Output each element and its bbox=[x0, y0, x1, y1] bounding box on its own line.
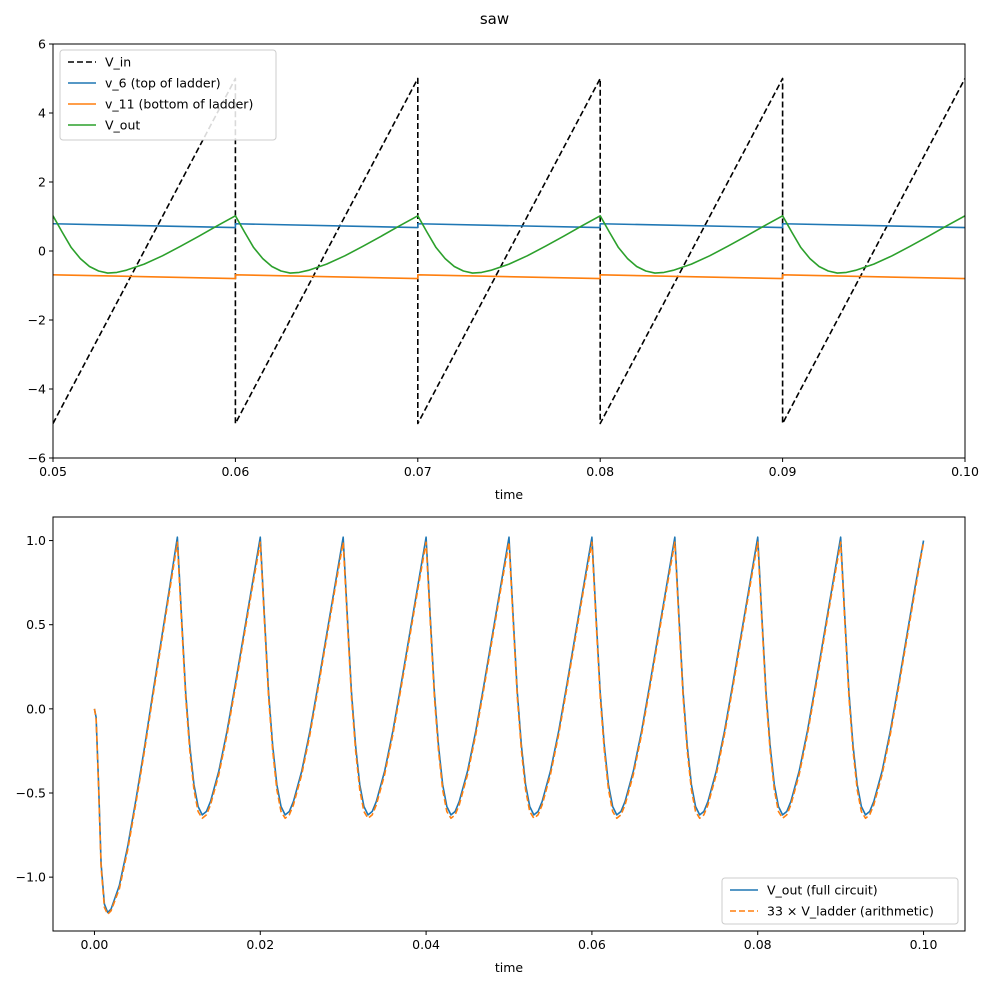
top-x-tick-label: 0.10 bbox=[951, 464, 979, 479]
bottom-legend: V_out (full circuit) 33 × V_ladder (arith… bbox=[721, 877, 959, 925]
top-y-tick-label: −6 bbox=[28, 451, 46, 466]
bottom-chart: 0.00 0.02 0.04 0.06 0.08 0.10 −1.0 −0.5 0.0 0.5 1.… bbox=[16, 516, 966, 975]
top-x-tick-label: 0.09 bbox=[769, 464, 797, 479]
top-x-tick-label: 0.06 bbox=[221, 464, 249, 479]
top-series-line-3 bbox=[53, 215, 965, 274]
top-legend-label-3: V_out bbox=[105, 118, 140, 133]
top-y-tick-label: 2 bbox=[38, 175, 46, 190]
top-y-tick-label: −4 bbox=[28, 382, 46, 397]
top-legend-label-1: v_6 (top of ladder) bbox=[105, 76, 221, 91]
bottom-y-tick-label: 0.5 bbox=[26, 617, 46, 632]
bottom-series-line-1 bbox=[93, 541, 925, 915]
top-y-tick-label: 0 bbox=[38, 244, 46, 259]
top-legend-label-0: V_in bbox=[105, 55, 131, 70]
bottom-x-tick-label: 0.08 bbox=[744, 937, 772, 952]
bottom-x-tick-label: 0.06 bbox=[578, 937, 606, 952]
bottom-y-tick-label: −1.0 bbox=[16, 870, 46, 885]
bottom-series-group bbox=[93, 536, 925, 915]
top-legend: V_in v_6 (top of ladder) v_11 (bottom of l… bbox=[59, 49, 277, 141]
bottom-x-tick-label: 0.02 bbox=[246, 937, 274, 952]
top-series-line-2 bbox=[53, 274, 965, 280]
top-y-tick-label: −2 bbox=[28, 313, 46, 328]
top-x-tick-label: 0.07 bbox=[404, 464, 432, 479]
bottom-legend-label-1: 33 × V_ladder (arithmetic) bbox=[767, 904, 934, 919]
top-y-tick-label: 4 bbox=[38, 106, 46, 121]
top-y-tick-label: 6 bbox=[38, 37, 46, 52]
top-chart: 0.05 0.06 0.07 0.08 0.09 0.10 −6 −4 −2 0 2 4 6 time V_… bbox=[28, 37, 979, 503]
top-x-tick-label: 0.05 bbox=[39, 464, 67, 479]
bottom-x-axis-label: time bbox=[495, 960, 524, 975]
top-series-line-0 bbox=[53, 77, 965, 425]
top-legend-label-2: v_11 (bottom of ladder) bbox=[105, 97, 253, 112]
bottom-x-tick-label: 0.04 bbox=[412, 937, 440, 952]
top-legend-box bbox=[59, 49, 277, 141]
bottom-legend-box bbox=[721, 877, 959, 925]
bottom-axes-frame bbox=[52, 516, 966, 932]
bottom-y-tick-label: −0.5 bbox=[16, 786, 46, 801]
top-x-tick-label: 0.08 bbox=[586, 464, 614, 479]
top-series-group bbox=[53, 77, 965, 425]
bottom-y-tick-label: 1.0 bbox=[26, 533, 46, 548]
bottom-x-tick-label: 0.00 bbox=[81, 937, 109, 952]
top-x-axis-label: time bbox=[495, 487, 524, 502]
top-series-line-1 bbox=[53, 222, 965, 229]
figure-title: saw bbox=[480, 10, 509, 28]
bottom-legend-label-0: V_out (full circuit) bbox=[767, 883, 878, 898]
bottom-x-tick-label: 0.10 bbox=[910, 937, 938, 952]
bottom-y-tick-label: 0.0 bbox=[26, 701, 46, 716]
